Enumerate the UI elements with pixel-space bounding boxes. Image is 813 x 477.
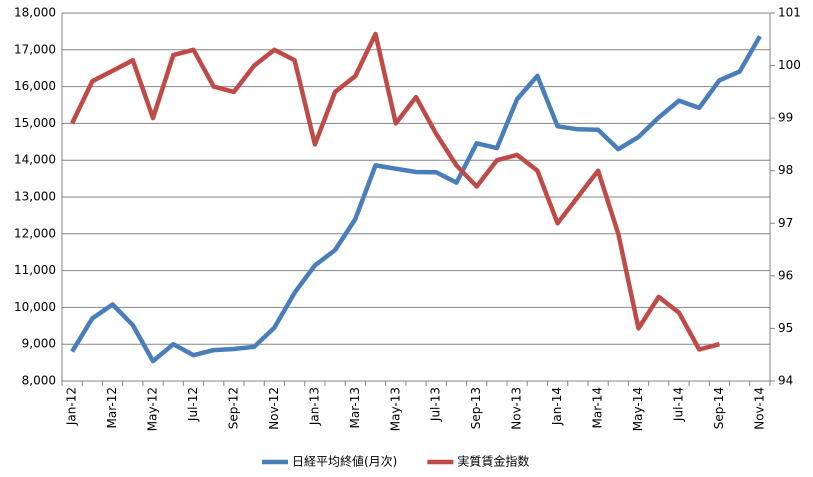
x-tick-label: Mar-13: [348, 387, 362, 428]
x-tick-label: Jan-12: [65, 387, 79, 426]
x-tick-label: Jul-14: [671, 387, 685, 422]
x-tick-label: Sep-12: [226, 387, 240, 429]
y2-tick-label: 100: [778, 58, 801, 72]
y2-tick-label: 101: [778, 6, 801, 20]
y2-tick-label: 96: [778, 268, 793, 282]
x-tick-label: Nov-14: [752, 387, 766, 430]
x-tick-label: Nov-13: [510, 387, 524, 430]
y2-tick-label: 99: [778, 111, 793, 125]
y-tick-label: 17,000: [14, 42, 56, 56]
series-line: [70, 31, 720, 352]
y-tick-label: 13,000: [14, 190, 56, 204]
x-tick-label: Jan-14: [550, 387, 564, 426]
x-tick-label: Jul-13: [429, 387, 443, 422]
y-tick-label: 16,000: [14, 79, 56, 93]
x-tick-label: May-12: [146, 387, 160, 431]
y2-tick-label: 94: [778, 374, 793, 388]
y-tick-label: 15,000: [14, 116, 56, 130]
x-tick-label: May-14: [631, 387, 645, 431]
x-tick-label: Jul-12: [186, 387, 200, 422]
y-tick-label: 9,000: [22, 337, 56, 351]
x-tick-label: May-13: [388, 387, 402, 431]
y2-tick-label: 95: [778, 321, 793, 335]
legend-label: 実質賃金指数: [457, 454, 529, 469]
y2-tick-label: 97: [778, 216, 793, 230]
legend-label: 日経平均終値(月次): [292, 454, 397, 469]
y-tick-label: 8,000: [22, 374, 56, 388]
y-tick-label: 14,000: [14, 153, 56, 167]
y-tick-label: 18,000: [14, 6, 56, 20]
x-tick-label: Jan-13: [307, 387, 321, 426]
x-tick-label: Nov-12: [267, 387, 281, 430]
y-tick-label: 12,000: [14, 226, 56, 240]
series-line: [70, 35, 762, 364]
y2-tick-label: 98: [778, 163, 793, 177]
y-tick-label: 10,000: [14, 300, 56, 314]
x-tick-label: Sep-14: [712, 387, 726, 429]
x-tick-label: Sep-13: [469, 387, 483, 429]
x-tick-label: Mar-12: [105, 387, 119, 428]
y-tick-label: 11,000: [14, 263, 56, 277]
x-tick-label: Mar-14: [591, 387, 605, 428]
